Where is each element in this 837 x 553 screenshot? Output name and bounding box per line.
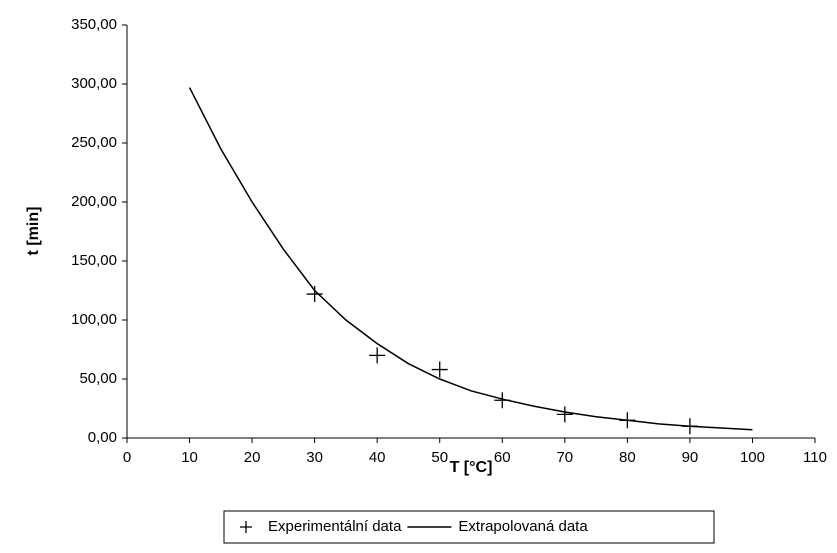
x-tick-label: 50 — [431, 449, 448, 466]
y-tick-label: 150,00 — [71, 252, 117, 269]
legend-label: Experimentální data — [268, 518, 402, 535]
y-tick-label: 200,00 — [71, 193, 117, 210]
y-tick-label: 350,00 — [71, 16, 117, 33]
curve — [188, 87, 753, 431]
y-tick-label: 50,00 — [79, 370, 117, 387]
y-axis-title: t [min] — [25, 207, 42, 256]
x-tick-label: 20 — [244, 449, 261, 466]
data-point — [306, 286, 323, 303]
y-tick-label: 0,00 — [88, 429, 117, 446]
x-tick-label: 110 — [803, 449, 827, 466]
x-tick-label: 40 — [369, 449, 386, 466]
x-tick-label: 90 — [682, 449, 699, 466]
legend-label: Extrapolovaná data — [458, 518, 588, 535]
legend-symbol — [240, 521, 252, 533]
x-tick-label: 0 — [123, 449, 131, 466]
x-tick-label: 30 — [306, 449, 323, 466]
data-point — [556, 406, 573, 423]
y-tick-label: 100,00 — [71, 311, 117, 328]
x-tick-label: 10 — [181, 449, 198, 466]
data-point — [431, 361, 448, 378]
x-tick-label: 80 — [619, 449, 636, 466]
x-tick-label: 70 — [556, 449, 573, 466]
legend-box — [223, 510, 715, 544]
data-point — [369, 347, 386, 364]
y-tick-label: 300,00 — [71, 75, 117, 92]
x-tick-label: 100 — [740, 449, 765, 466]
x-tick-label: 60 — [494, 449, 511, 466]
x-axis-title: T [°C] — [450, 459, 493, 476]
y-tick-label: 250,00 — [71, 134, 117, 151]
